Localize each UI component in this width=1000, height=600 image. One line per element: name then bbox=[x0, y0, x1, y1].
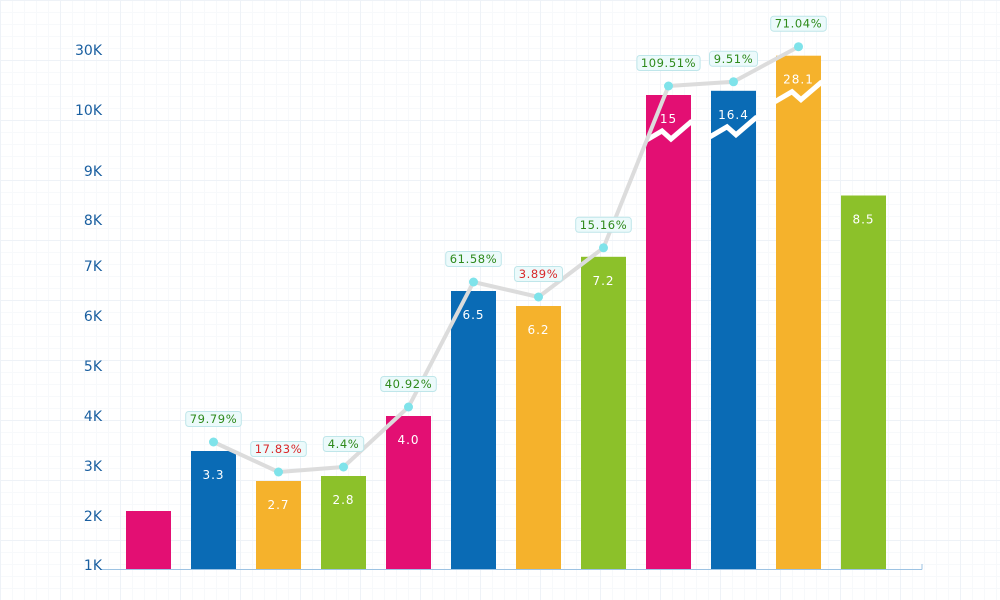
y-tick-label: 9K bbox=[84, 164, 103, 180]
bar bbox=[516, 306, 561, 569]
growth-label: 71.04% bbox=[775, 17, 822, 31]
growth-label-box bbox=[514, 266, 563, 282]
bar bbox=[581, 256, 626, 569]
bar bbox=[126, 511, 171, 569]
y-tick-label: 2K bbox=[84, 509, 103, 525]
growth-label-box bbox=[445, 251, 502, 267]
growth-point bbox=[339, 462, 348, 472]
growth-point bbox=[794, 42, 803, 52]
axis-break-mark bbox=[643, 119, 694, 144]
growth-label-box bbox=[770, 15, 827, 32]
y-tick-label: 8K bbox=[84, 213, 103, 229]
bar-value-label: 3.3 bbox=[202, 468, 224, 482]
bar-value-label: 2.7 bbox=[267, 498, 289, 512]
growth-point bbox=[664, 81, 673, 91]
growth-point bbox=[534, 292, 543, 302]
growth-label-box bbox=[636, 55, 701, 71]
bar bbox=[321, 476, 366, 569]
bar bbox=[256, 481, 301, 569]
bar-value-label: 4.0 bbox=[397, 433, 419, 447]
y-tick-label: 5K bbox=[84, 359, 103, 375]
bar-value-label: 7.2 bbox=[592, 274, 614, 288]
growth-label: 79.79% bbox=[190, 412, 237, 426]
bar-value-label: 8.5 bbox=[852, 213, 874, 227]
bar-value-label: 2.8 bbox=[332, 493, 354, 507]
bar bbox=[191, 451, 236, 569]
growth-label: 61.58% bbox=[450, 252, 497, 266]
growth-label-box bbox=[185, 411, 242, 427]
growth-label: 3.89% bbox=[519, 267, 559, 281]
y-tick-label: 7K bbox=[84, 259, 103, 275]
y-tick-label: 6K bbox=[84, 309, 103, 325]
bar bbox=[646, 95, 691, 569]
growth-label: 9.51% bbox=[714, 52, 754, 66]
bar bbox=[841, 195, 886, 569]
growth-label: 40.92% bbox=[385, 377, 432, 391]
y-tick-label: 1K bbox=[84, 558, 103, 574]
bar-value-label: 6.2 bbox=[527, 323, 549, 337]
y-tick-label: 3K bbox=[84, 459, 103, 475]
bar-value-label: 15 bbox=[660, 112, 677, 126]
growth-point bbox=[404, 402, 413, 412]
growth-label: 109.51% bbox=[641, 56, 696, 70]
growth-label-box bbox=[709, 50, 758, 67]
growth-label-box bbox=[322, 436, 365, 452]
bar-value-label: 28.1 bbox=[783, 73, 814, 87]
y-tick-label: 30K bbox=[75, 43, 103, 59]
bar bbox=[386, 416, 431, 569]
growth-line bbox=[211, 44, 801, 474]
growth-label-box bbox=[250, 441, 307, 457]
axis-break-mark bbox=[708, 114, 759, 139]
growth-point bbox=[274, 467, 283, 477]
growth-label-box bbox=[380, 376, 437, 392]
y-tick-label: 4K bbox=[84, 409, 103, 425]
growth-label: 4.4% bbox=[328, 437, 360, 451]
growth-label: 17.83% bbox=[255, 442, 302, 456]
bar bbox=[451, 291, 496, 569]
growth-point bbox=[599, 243, 608, 253]
growth-point bbox=[469, 277, 478, 287]
growth-point bbox=[209, 437, 218, 447]
growth-label-box bbox=[575, 216, 632, 233]
axis-break-mark bbox=[773, 79, 824, 104]
y-tick-label: 10K bbox=[75, 103, 103, 119]
bar-value-label: 16.4 bbox=[718, 108, 749, 122]
bar-value-label: 6.5 bbox=[462, 308, 484, 322]
growth-label: 15.16% bbox=[580, 218, 627, 232]
bar bbox=[711, 90, 756, 570]
bar bbox=[776, 55, 821, 569]
growth-point bbox=[729, 77, 738, 87]
